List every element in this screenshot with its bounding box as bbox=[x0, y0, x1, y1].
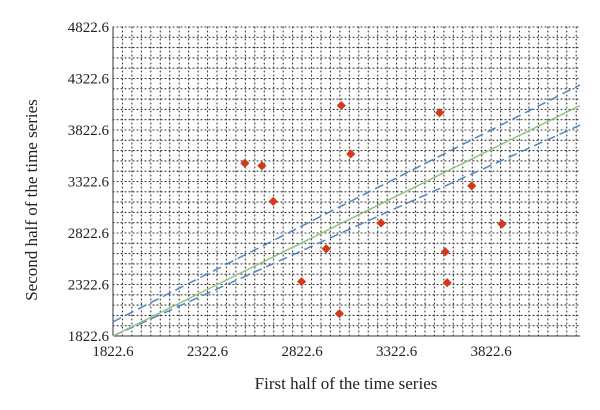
data-point bbox=[268, 196, 278, 206]
y-axis-label: Second half of the time series bbox=[22, 99, 41, 301]
axes bbox=[112, 27, 580, 337]
data-point bbox=[257, 161, 267, 171]
data-point bbox=[321, 244, 331, 254]
y-tick-label: 3822.6 bbox=[68, 123, 110, 139]
data-point bbox=[240, 158, 250, 168]
data-point bbox=[440, 247, 450, 257]
y-tick-label: 4822.6 bbox=[68, 20, 110, 36]
data-point bbox=[442, 278, 452, 288]
lower-bound-line bbox=[112, 124, 581, 337]
data-point bbox=[346, 149, 356, 159]
data-points bbox=[240, 100, 507, 319]
data-point bbox=[434, 108, 445, 118]
data-point bbox=[336, 100, 346, 111]
fit-line bbox=[112, 104, 581, 337]
data-point bbox=[497, 219, 507, 229]
y-tick-label: 4322.6 bbox=[68, 72, 110, 88]
upper-bound-line bbox=[112, 84, 581, 323]
x-tick-label: 3322.6 bbox=[376, 344, 418, 360]
y-tick-label: 3322.6 bbox=[68, 175, 110, 191]
data-point bbox=[334, 309, 344, 319]
x-tick-label: 3822.6 bbox=[471, 344, 513, 360]
data-point bbox=[376, 218, 386, 228]
series bbox=[112, 84, 581, 337]
y-tick-label: 2322.6 bbox=[68, 278, 110, 294]
data-point bbox=[296, 277, 307, 287]
tick-labels: 1822.6 2322.6 2822.6 3322.6 3822.6 1822.6 2322… bbox=[68, 20, 513, 360]
grid bbox=[112, 26, 581, 337]
x-tick-label: 2322.6 bbox=[187, 344, 229, 360]
y-tick-label: 1822.6 bbox=[68, 329, 110, 345]
x-tick-label: 1822.6 bbox=[92, 344, 134, 360]
data-point bbox=[467, 181, 477, 191]
x-tick-label: 2822.6 bbox=[281, 344, 323, 360]
x-axis-label: First half of the time series bbox=[255, 374, 438, 393]
y-tick-label: 2822.6 bbox=[68, 226, 110, 242]
